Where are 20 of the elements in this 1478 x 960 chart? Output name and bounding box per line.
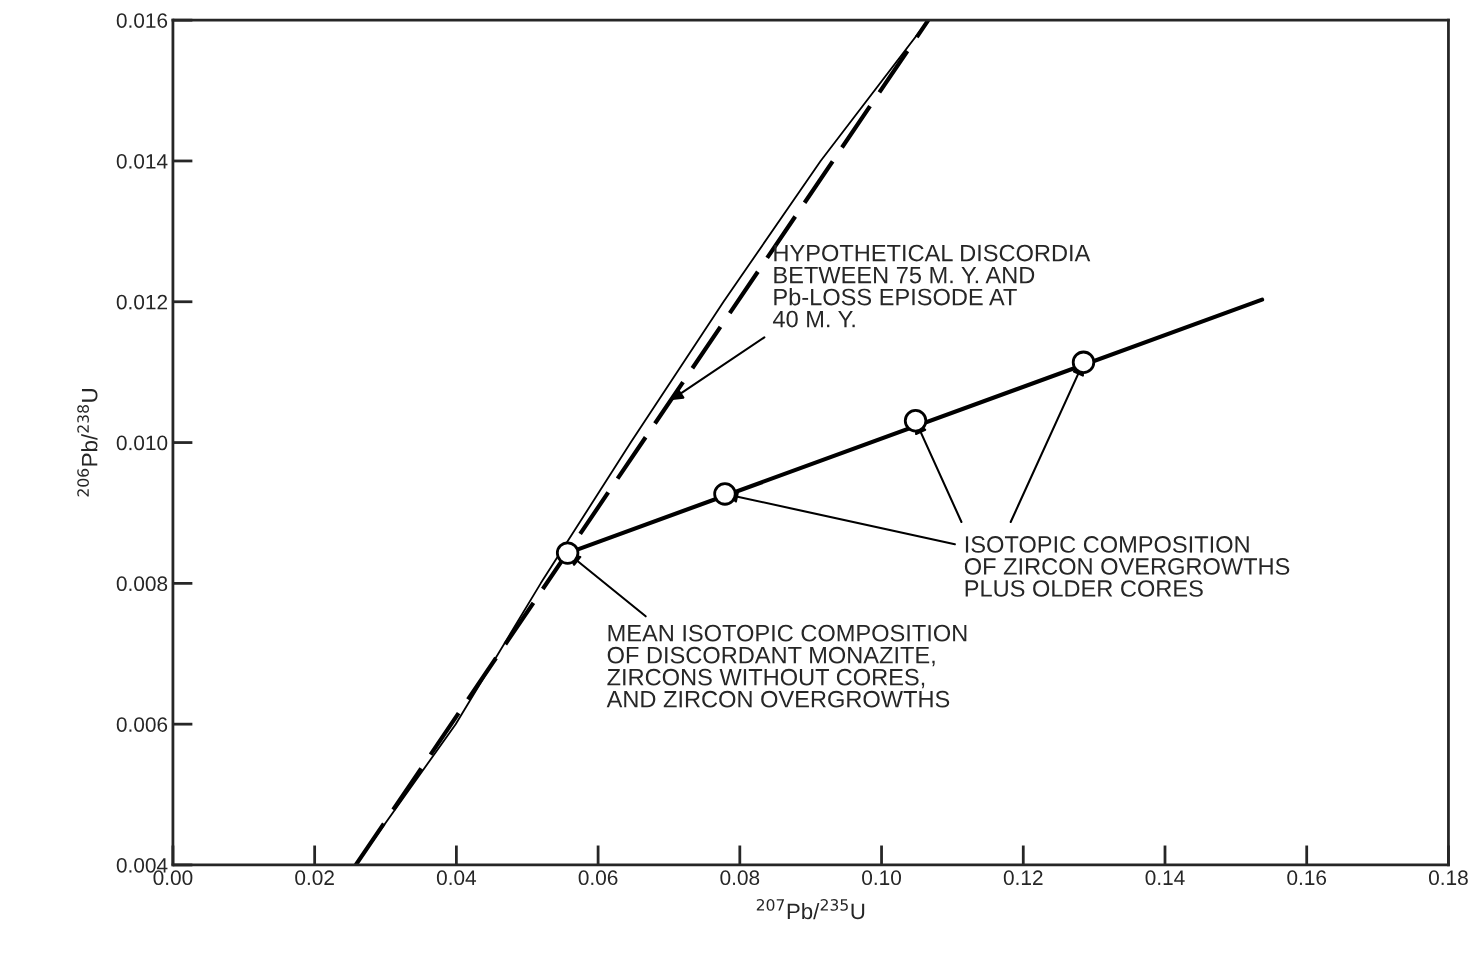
- x-tick-label: 0.08: [720, 870, 760, 886]
- y-tick-label: 0.016: [116, 13, 168, 28]
- x-tick-label: 0.04: [436, 870, 477, 886]
- y-tick-label: 0.006: [116, 717, 168, 732]
- x-tick-label: 0.14: [1145, 870, 1185, 886]
- x-tick-label: 0.12: [1003, 870, 1043, 886]
- y-tick-label: 0.008: [116, 576, 168, 592]
- y-axis-title: $^{206}$Pb/$^{238}$U: [77, 389, 98, 497]
- x-tick-label: 0.02: [295, 870, 334, 886]
- x-tick-label: 0.18: [1428, 870, 1468, 886]
- y-tick-label: 0.010: [116, 435, 168, 451]
- annotation: HYPOTHETICAL DISCORDIA BETWEEN 75 M. Y. AND Pb-LOSS EPISODE AT 40 M. Y.: [772, 244, 1091, 328]
- x-axis-title: $^{207}$Pb/$^{235}$U: [756, 899, 865, 920]
- y-tick-label: 0.014: [116, 153, 168, 169]
- x-tick-label: 0.06: [578, 870, 618, 886]
- x-tick-label: 0.10: [862, 870, 902, 886]
- x-tick-label: 0.16: [1287, 870, 1327, 886]
- annotation: ISOTOPIC COMPOSITION OF ZIRCON OVERGROWTHS PLUS OLDER CORES: [964, 536, 1290, 597]
- y-tick-label: 0.012: [116, 294, 168, 310]
- annotation: MEAN ISOTOPIC COMPOSITION OF DISCORDANT MONAZITE, ZIRCONS WITHOUT CORES, AND ZIRCON OVERGROWTHS: [606, 624, 967, 708]
